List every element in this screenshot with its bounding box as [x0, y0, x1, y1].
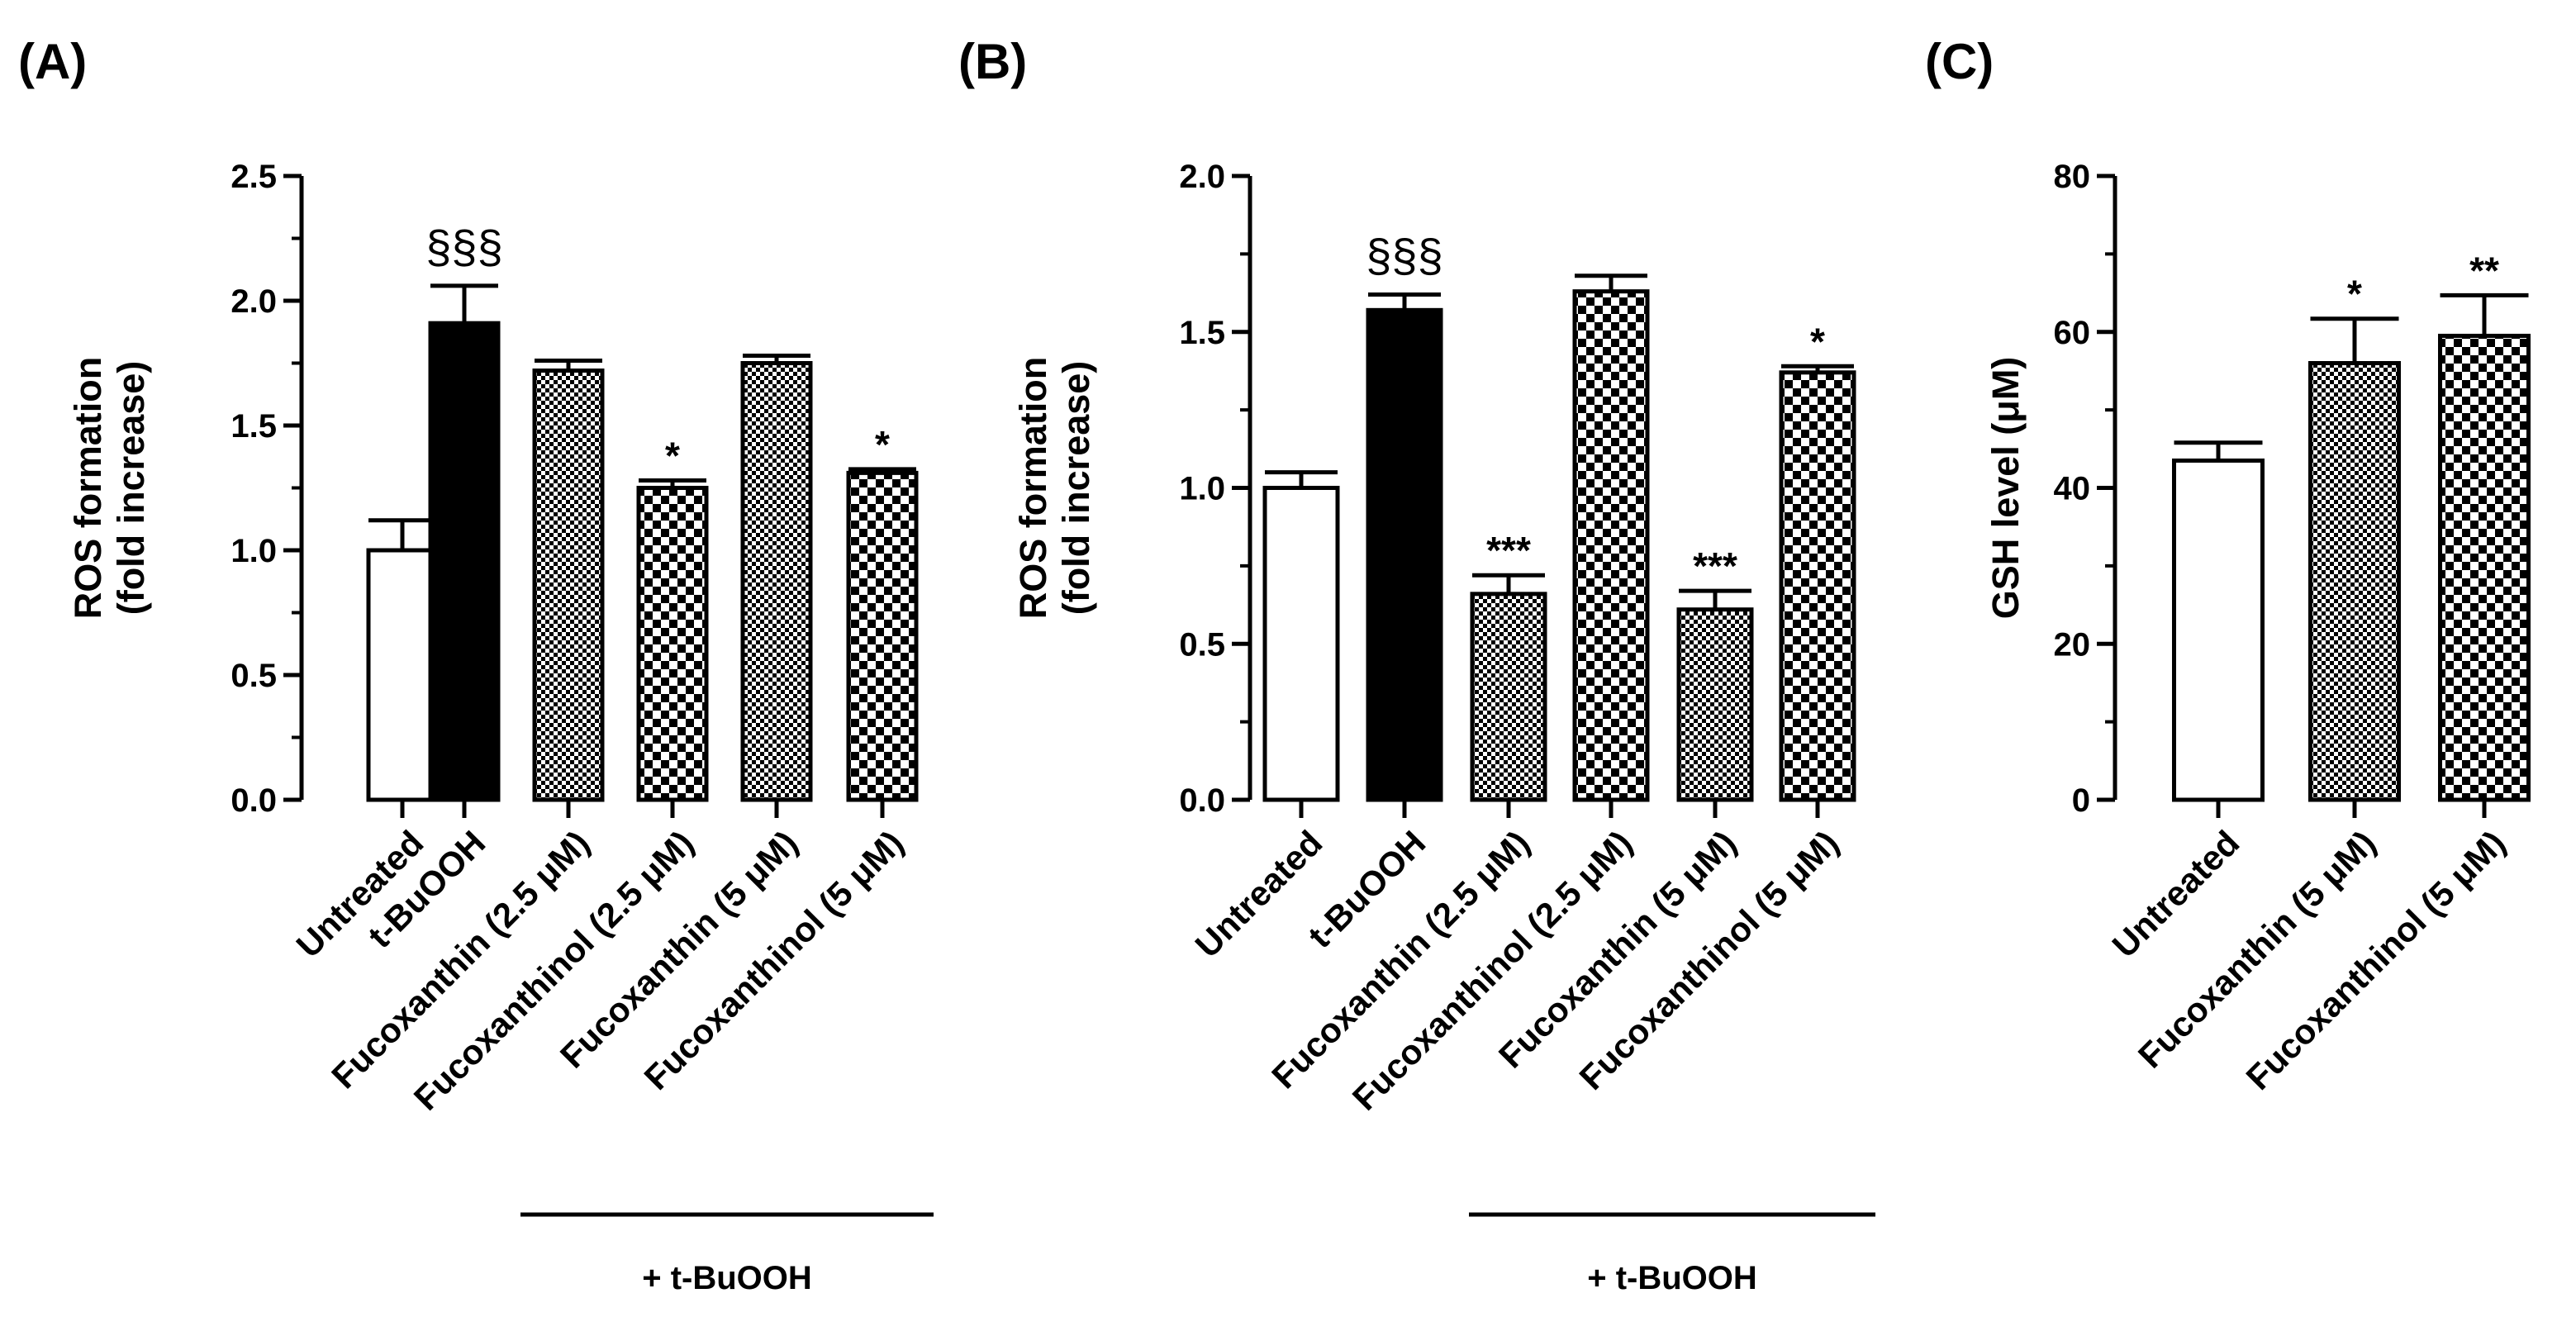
y-tick-label: 20 [2054, 626, 2091, 663]
y-axis-label-line: ROS formation [67, 357, 109, 620]
y-tick-label: 80 [2054, 159, 2091, 195]
y-axis-label: ROS formation(fold increase) [1012, 357, 1097, 620]
bar [2172, 458, 2265, 802]
panel-label: (C) [1925, 34, 1994, 89]
panel-label: (B) [958, 34, 1027, 89]
y-tick-label: 0.5 [231, 658, 277, 694]
y-tick-label: 0.0 [231, 782, 277, 819]
bar [1779, 370, 1856, 802]
significance-label: *** [1693, 544, 1737, 587]
bar [2308, 361, 2401, 802]
bar [1470, 592, 1547, 802]
panel-b: (B) ROS formation(fold increase) 0.0 0.5 1.0… [958, 34, 1875, 1296]
bar [846, 470, 919, 802]
y-tick-label: 0.5 [1179, 626, 1225, 663]
y-tick-label: 1.0 [231, 533, 277, 569]
y-tick-label: 40 [2054, 471, 2091, 507]
significance-label: * [2347, 273, 2362, 316]
significance-label: ** [2469, 249, 2499, 292]
significance-label: * [665, 434, 680, 477]
x-tick-label: Untreated [2105, 823, 2247, 965]
y-axis-label-line: ROS formation [1012, 357, 1054, 620]
y-tick-label: 60 [2054, 315, 2091, 351]
panel-c: (C) GSH level (μM) 0 20 40 60 80 Untreated * Fuco… [1925, 34, 2531, 1097]
group-label: + t-BuOOH [642, 1260, 812, 1296]
y-tick-label: 1.5 [1179, 315, 1225, 351]
x-tick-label: Fucoxanthin (5 μM) [2131, 823, 2383, 1075]
y-axis-label-line: GSH level (μM) [1984, 357, 2027, 620]
bar [1366, 307, 1443, 802]
bar [1572, 289, 1650, 802]
x-tick-label: Untreated [1188, 823, 1330, 965]
y-tick-label: 0 [2072, 782, 2090, 819]
bar [1262, 486, 1340, 802]
bar [2438, 333, 2531, 802]
y-tick-label: 1.5 [231, 408, 277, 445]
y-axis-label: ROS formation(fold increase) [67, 357, 152, 620]
y-tick-label: 0.0 [1179, 782, 1225, 819]
bar [1676, 607, 1754, 802]
x-tick-label: Fucoxanthinol (5 μM) [2238, 823, 2512, 1097]
y-tick-label: 2.0 [231, 283, 277, 320]
y-axis-label-line: (fold increase) [110, 361, 152, 616]
significance-label: *** [1486, 529, 1531, 572]
significance-label: * [1810, 320, 1825, 363]
bar [366, 548, 439, 802]
significance-label: §§§ [425, 221, 502, 273]
y-tick-label: 2.5 [231, 159, 277, 195]
y-axis-label: GSH level (μM) [1984, 357, 2027, 620]
y-tick-label: 2.0 [1179, 159, 1225, 195]
panel-label: (A) [18, 34, 87, 89]
bar [532, 368, 605, 802]
bar [636, 486, 709, 802]
bar [740, 361, 813, 802]
significance-label: §§§ [1366, 229, 1442, 281]
panel-a: (A) ROS formation(fold increase) 0.0 0.5 1.0… [18, 34, 934, 1296]
significance-label: * [875, 423, 890, 466]
bar [428, 321, 501, 802]
y-tick-label: 1.0 [1179, 471, 1225, 507]
y-axis-label-line: (fold increase) [1055, 361, 1097, 616]
group-label: + t-BuOOH [1587, 1260, 1757, 1296]
